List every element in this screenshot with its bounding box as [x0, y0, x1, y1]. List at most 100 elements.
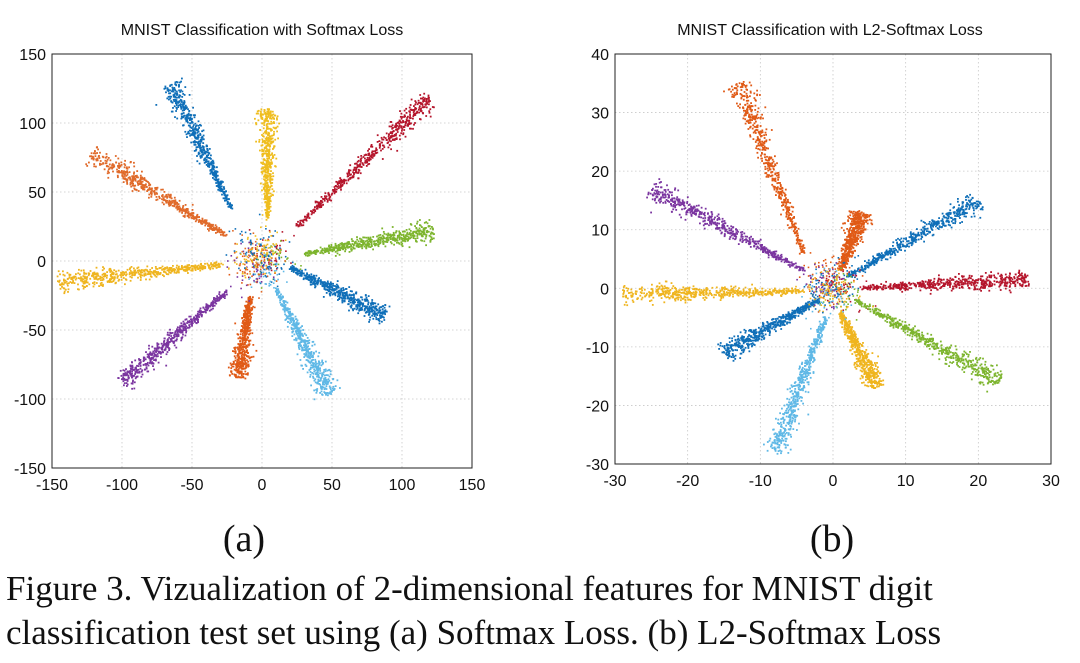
data-point	[392, 231, 395, 234]
data-point	[143, 274, 146, 277]
data-point	[141, 176, 143, 179]
data-point	[428, 111, 431, 114]
data-point	[343, 242, 346, 245]
data-point	[178, 208, 180, 210]
data-point	[244, 330, 246, 332]
data-point	[400, 241, 403, 244]
data-point	[288, 241, 291, 243]
data-point	[286, 258, 288, 260]
data-point	[304, 340, 307, 343]
data-point	[113, 165, 115, 168]
data-point	[366, 243, 369, 246]
data-point	[348, 246, 351, 248]
data-point	[258, 297, 260, 299]
data-point	[298, 348, 301, 350]
data-point	[184, 323, 187, 326]
data-point	[195, 216, 198, 218]
data-point	[350, 173, 352, 176]
data-point	[428, 110, 431, 113]
data-point	[284, 300, 287, 303]
data-point	[186, 268, 189, 270]
data-point	[90, 152, 93, 155]
data-point	[183, 94, 186, 96]
data-point	[237, 369, 240, 372]
data-point	[357, 159, 360, 162]
data-point	[338, 244, 341, 247]
data-point	[403, 126, 406, 128]
data-point	[332, 284, 335, 287]
data-point	[193, 316, 195, 319]
data-point	[376, 134, 379, 137]
data-point	[398, 236, 401, 238]
data-point	[300, 273, 303, 276]
data-point	[314, 252, 316, 255]
data-point	[234, 261, 236, 264]
data-point	[61, 286, 63, 288]
data-point	[194, 267, 196, 270]
data-point	[93, 283, 96, 286]
data-point	[363, 154, 366, 157]
data-point	[365, 296, 368, 299]
data-point	[172, 98, 175, 101]
data-point	[310, 364, 313, 367]
data-point	[302, 221, 305, 224]
data-point	[212, 265, 215, 267]
data-point	[337, 299, 339, 301]
data-point	[182, 327, 185, 330]
data-point	[386, 234, 389, 237]
data-point	[372, 240, 375, 243]
data-point	[355, 308, 358, 311]
data-point	[216, 228, 219, 231]
data-point	[131, 372, 133, 375]
data-point	[202, 142, 205, 144]
data-point	[251, 275, 253, 278]
data-point	[408, 233, 411, 236]
data-point	[277, 263, 280, 266]
data-point	[247, 260, 249, 262]
data-point	[230, 371, 233, 374]
data-point	[109, 166, 112, 169]
data-point	[350, 299, 353, 302]
data-point	[375, 147, 378, 150]
data-point	[327, 192, 330, 195]
data-point	[376, 314, 379, 316]
data-point	[166, 346, 169, 349]
data-point	[269, 262, 271, 265]
data-point	[120, 164, 123, 166]
data-point	[196, 214, 198, 217]
data-point	[371, 145, 374, 148]
data-point	[245, 267, 247, 269]
data-point	[249, 329, 252, 332]
data-point	[243, 353, 245, 356]
data-point	[165, 353, 168, 356]
data-point	[211, 228, 214, 230]
data-point	[327, 378, 330, 381]
data-point	[351, 302, 354, 304]
data-point	[321, 197, 324, 200]
data-point	[364, 298, 367, 301]
data-point	[210, 171, 213, 174]
data-point	[161, 195, 163, 197]
data-point	[363, 305, 366, 307]
data-point	[410, 127, 412, 130]
data-point	[247, 306, 249, 309]
data-point	[310, 353, 312, 356]
data-point	[202, 221, 204, 224]
data-point	[95, 273, 97, 276]
data-point	[180, 329, 183, 332]
data-point	[171, 101, 174, 104]
data-point	[368, 313, 371, 316]
data-point	[161, 274, 164, 276]
data-point	[171, 204, 174, 207]
data-point	[316, 373, 319, 376]
data-point	[119, 164, 122, 167]
data-point	[234, 348, 236, 351]
data-point	[418, 105, 421, 108]
data-point	[136, 371, 139, 374]
data-point	[107, 280, 110, 283]
data-point	[175, 93, 178, 96]
data-point	[141, 185, 143, 188]
data-point	[244, 332, 246, 334]
data-point	[291, 335, 294, 337]
data-point	[195, 136, 197, 139]
